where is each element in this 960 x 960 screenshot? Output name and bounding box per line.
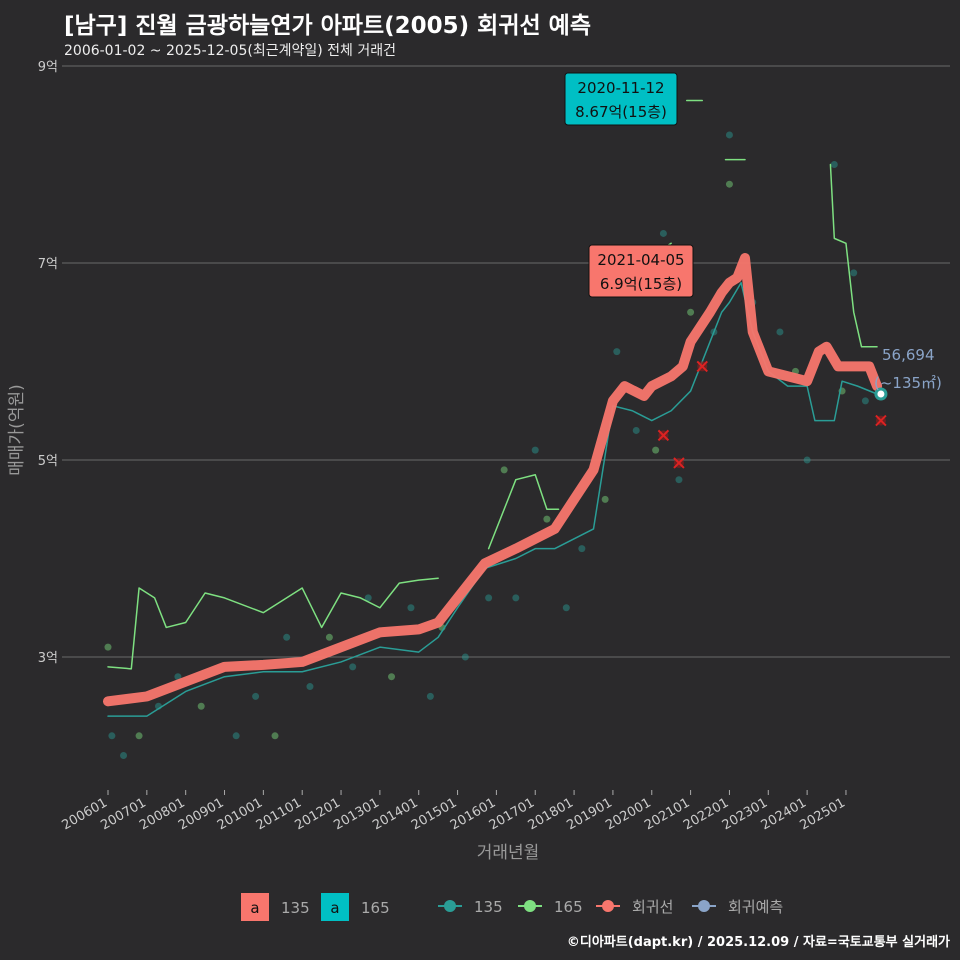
scatter-point [632, 426, 640, 434]
legend-dot [524, 900, 536, 912]
scatter-point [271, 732, 279, 740]
scatter-point [830, 161, 838, 168]
scatter-point [725, 131, 733, 139]
scatter-point [388, 673, 396, 681]
scatter-point [174, 673, 182, 681]
scatter-point [104, 643, 112, 651]
scatter-point [461, 653, 469, 661]
scatter-point [485, 594, 493, 602]
annotation-box [588, 244, 694, 298]
legend-label: 회귀선 [632, 898, 673, 916]
x-mark [673, 457, 685, 469]
scatter-point [283, 633, 291, 641]
legend-key: a [330, 899, 339, 917]
chart-subtitle: 2006-01-02 ~ 2025-12-05(최근계약일) 전체 거래건 [64, 43, 396, 59]
legend-label: 165 [361, 899, 390, 917]
scatter-point [601, 495, 609, 503]
legend-label: 135 [281, 899, 310, 917]
credit: ©디아파트(dapt.kr) / 2025.12.09 / 자료=국토교통부 실… [566, 935, 950, 950]
scatter-point [252, 692, 260, 700]
scatter-point [531, 446, 539, 454]
scatter-point [512, 594, 520, 602]
scatter-point [776, 328, 784, 336]
scatter-point [325, 633, 333, 641]
scatter-point [120, 752, 128, 759]
annotation-date: 2021-04-05 [597, 251, 684, 269]
scatter-point [135, 732, 143, 740]
annotation-date: 2020-11-12 [577, 79, 664, 97]
scatter-point [725, 180, 733, 188]
scatter-point [652, 446, 660, 454]
scatter-point [500, 466, 508, 474]
annotation-price: 8.67억(15층) [575, 103, 667, 121]
scatter-point [562, 604, 570, 612]
scatter-point [306, 683, 314, 691]
scatter-point [578, 545, 586, 553]
x-tick-label: 202501 [797, 795, 847, 833]
x-mark [875, 414, 887, 427]
prediction-sublabel: (~135㎡) [874, 374, 942, 392]
scatter-point [803, 456, 811, 464]
annotation-price: 6.9억(15층) [600, 275, 682, 293]
legend-label: 135 [474, 898, 503, 916]
legend-dot [698, 900, 710, 912]
series-line-회귀선 [103, 253, 883, 707]
prediction-point [874, 387, 888, 401]
scatter-point [349, 663, 357, 671]
legend-label: 165 [554, 898, 583, 916]
y-axis-label: 매매가(억원) [7, 384, 27, 475]
scatter-point [687, 308, 695, 316]
series-line-165 [829, 163, 878, 348]
scatter-point [108, 732, 116, 740]
scatter-point [861, 397, 869, 405]
legend-key: a [250, 899, 259, 917]
scatter-point [675, 476, 683, 484]
series-line-165 [487, 474, 560, 550]
legend-fill-swatch [241, 893, 269, 921]
x-mark [696, 360, 708, 373]
x-axis-label: 거래년월 [477, 843, 540, 863]
scatter-point [197, 702, 205, 710]
y-tick-label: 9억 [38, 60, 58, 75]
legend-dot [602, 900, 614, 912]
chart-title: [남구] 진월 금광하늘연가 아파트(2005) 회귀선 예측 [64, 13, 591, 39]
legend-fill-swatch [321, 893, 349, 921]
y-tick-label: 5억 [38, 454, 58, 469]
x-mark [657, 429, 670, 442]
prediction-label: 56,694 [882, 346, 935, 364]
y-tick-label: 3억 [38, 651, 58, 666]
legend-label: 회귀예측 [728, 898, 783, 916]
series-line-165 [107, 577, 439, 670]
y-tick-label: 7억 [38, 257, 58, 272]
scatter-point [659, 229, 667, 237]
annotation-box [564, 72, 678, 126]
scatter-point [232, 732, 240, 740]
scatter-point [407, 604, 415, 612]
scatter-point [850, 269, 858, 277]
scatter-point [364, 594, 372, 602]
legend-dot [444, 900, 456, 912]
scatter-point [543, 515, 551, 523]
scatter-point [426, 692, 434, 700]
scatter-point [613, 348, 621, 356]
